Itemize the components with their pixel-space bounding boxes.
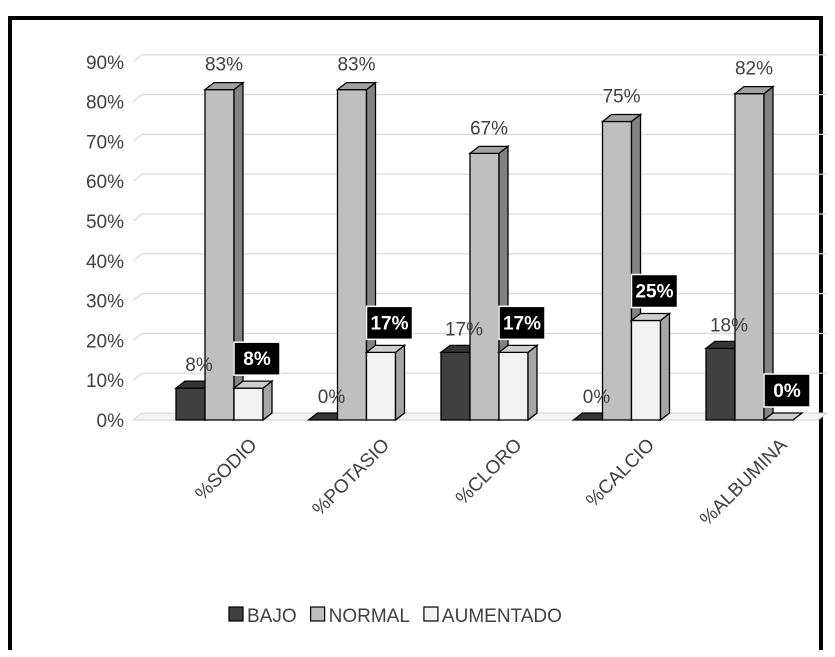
data-label-bajo: 18% [710,315,748,336]
bar-aumentado-2 [497,344,539,422]
y-axis-ticks: 0% 10% 20% 30% 40% 50% 60% 70% 80% 90% [86,53,124,432]
y-tick-label: 70% [86,132,124,153]
y-tick-label: 20% [86,331,124,352]
legend-item-normal: NORMAL [310,606,410,627]
gridline-depth [132,293,143,302]
gridline-depth [132,372,143,381]
bar-normal-4 [733,85,775,422]
gridline-depth [132,332,143,341]
gridline-depth [132,173,143,182]
data-label-aumentado: 17% [365,305,414,341]
y-tick-label: 90% [86,53,124,74]
svg-text:25%: 25% [635,282,673,303]
legend-item-aumentado: AUMENTADO [423,606,562,627]
x-category-label: %POTASIO [309,435,395,521]
bars [174,81,804,422]
y-tick-label: 10% [86,371,124,392]
x-category-label: %ALBUMINA [696,434,792,530]
data-label-bajo: 8% [185,355,213,376]
legend-item-bajo: BAJO [228,606,297,627]
gridline-depth [132,253,143,262]
svg-text:17%: 17% [370,313,408,334]
y-tick-label: 50% [86,212,124,233]
svg-text:0%: 0% [773,381,801,402]
bar-aumentado-3 [629,312,672,422]
data-label-aumentado: 17% [498,305,546,341]
legend: BAJO NORMAL AUMENTADO [228,606,562,627]
y-tick-label: 30% [86,292,124,313]
data-label-aumentado: 8% [233,341,281,376]
gridline-depth [132,54,143,63]
x-category-label: %SODIO [191,435,261,505]
data-label-normal: 67% [470,118,508,139]
svg-text:8%: 8% [243,349,271,370]
data-label-normal: 82% [735,59,773,80]
x-category-label: %CLORO [452,435,527,510]
data-label-bajo: 0% [583,387,611,408]
data-label-normal: 83% [205,55,243,76]
x-category-label: %CALCIO [582,435,659,512]
data-label-aumentado: 0% [763,373,811,408]
data-label-normal: 83% [337,55,375,76]
data-label-bajo: 0% [318,387,346,408]
gridline-depth [132,213,143,222]
data-labels: 8% 83% 8% 0% 83% 17% 17% 67% 17% 0% 75% 25% 18% 82% 0% [185,55,811,408]
y-tick-label: 60% [86,172,124,193]
y-tick-label: 40% [86,252,124,273]
svg-text:AUMENTADO: AUMENTADO [442,606,562,627]
svg-text:NORMAL: NORMAL [329,606,410,627]
svg-text:BAJO: BAJO [247,606,297,627]
data-label-aumentado: 25% [630,273,679,309]
x-axis-categories: %SODIO %POTASIO %CLORO %CALCIO %ALBUMINA [191,434,791,530]
y-tick-label: 80% [86,93,124,114]
bar-aumentado-0 [232,379,274,422]
bar-aumentado-4 [762,412,804,421]
data-label-bajo: 17% [445,319,483,340]
gridline-depth [132,133,143,142]
svg-text:17%: 17% [503,313,541,334]
data-label-normal: 75% [602,87,640,108]
bar-aumentado-1 [364,344,407,422]
gridline-depth [132,94,143,103]
y-tick-label: 0% [97,411,125,432]
